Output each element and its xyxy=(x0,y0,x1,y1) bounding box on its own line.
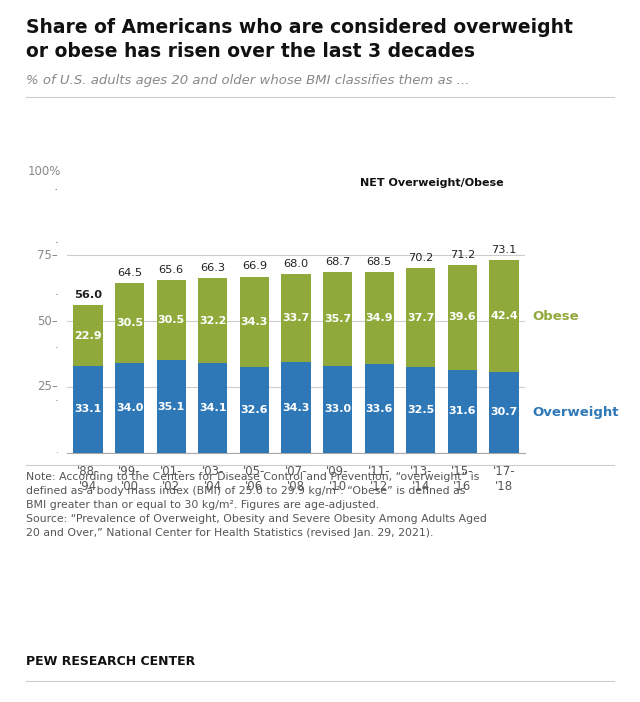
Text: 39.6: 39.6 xyxy=(449,312,476,322)
Text: 33.6: 33.6 xyxy=(365,404,393,413)
Bar xyxy=(157,280,186,360)
Bar xyxy=(490,260,518,372)
Text: 100%: 100% xyxy=(28,166,61,178)
Text: 22.9: 22.9 xyxy=(74,331,102,340)
Text: or obese has risen over the last 3 decades: or obese has risen over the last 3 decad… xyxy=(26,42,475,61)
Text: 70.2: 70.2 xyxy=(408,253,433,263)
Text: 34.9: 34.9 xyxy=(365,313,393,324)
Text: % of U.S. adults ages 20 and older whose BMI classifies them as ...: % of U.S. adults ages 20 and older whose… xyxy=(26,74,469,87)
Text: 68.5: 68.5 xyxy=(367,257,392,267)
Text: Overweight: Overweight xyxy=(532,406,619,419)
Bar xyxy=(240,277,269,367)
Text: 73.1: 73.1 xyxy=(492,245,516,255)
Bar xyxy=(406,367,435,453)
Text: 42.4: 42.4 xyxy=(490,311,518,321)
Text: 34.3: 34.3 xyxy=(241,317,268,327)
Text: 33.7: 33.7 xyxy=(282,313,310,323)
Text: 75–: 75– xyxy=(37,249,58,262)
Bar xyxy=(115,363,144,453)
Text: 56.0: 56.0 xyxy=(74,290,102,300)
Text: 34.3: 34.3 xyxy=(282,403,310,413)
Text: 32.5: 32.5 xyxy=(407,405,435,415)
Text: 66.3: 66.3 xyxy=(200,263,225,273)
Text: 35.1: 35.1 xyxy=(157,402,185,411)
Bar xyxy=(198,363,227,453)
Text: 31.6: 31.6 xyxy=(449,406,476,416)
Text: 34.1: 34.1 xyxy=(199,403,227,413)
Text: 37.7: 37.7 xyxy=(407,312,435,323)
Bar xyxy=(448,369,477,453)
Bar xyxy=(323,272,352,366)
Bar xyxy=(282,274,310,362)
Text: Obese: Obese xyxy=(532,310,579,323)
Text: 35.7: 35.7 xyxy=(324,314,351,324)
Text: 65.6: 65.6 xyxy=(159,265,184,274)
Text: 32.2: 32.2 xyxy=(199,316,227,326)
Text: 30.5: 30.5 xyxy=(116,318,143,328)
Bar xyxy=(448,265,477,369)
Text: 30.5: 30.5 xyxy=(157,315,185,325)
Text: 64.5: 64.5 xyxy=(117,267,142,278)
Bar xyxy=(240,367,269,453)
Text: 68.0: 68.0 xyxy=(284,258,308,268)
Text: 71.2: 71.2 xyxy=(450,250,475,260)
Text: 33.0: 33.0 xyxy=(324,404,351,414)
Bar xyxy=(74,366,102,453)
Text: 32.6: 32.6 xyxy=(241,405,268,415)
Text: PEW RESEARCH CENTER: PEW RESEARCH CENTER xyxy=(26,655,195,668)
Text: 34.0: 34.0 xyxy=(116,403,143,413)
Bar xyxy=(115,283,144,363)
Text: 68.7: 68.7 xyxy=(325,257,350,267)
Text: 30.7: 30.7 xyxy=(490,407,518,418)
Bar xyxy=(365,364,394,453)
Text: 33.1: 33.1 xyxy=(74,404,102,414)
Text: 66.9: 66.9 xyxy=(242,261,267,272)
Bar xyxy=(365,272,394,364)
Bar xyxy=(157,360,186,453)
Bar xyxy=(406,268,435,367)
Text: Note: According to the Centers for Disease Control and Prevention, “overweight” : Note: According to the Centers for Disea… xyxy=(26,472,486,538)
Text: 50–: 50– xyxy=(37,314,58,328)
Text: NET Overweight/Obese: NET Overweight/Obese xyxy=(360,178,504,188)
Bar xyxy=(490,372,518,453)
Text: Share of Americans who are considered overweight: Share of Americans who are considered ov… xyxy=(26,18,572,37)
Bar xyxy=(74,305,102,366)
Bar xyxy=(323,366,352,453)
Bar xyxy=(282,362,310,453)
Text: 25–: 25– xyxy=(37,380,58,394)
Bar xyxy=(198,278,227,363)
